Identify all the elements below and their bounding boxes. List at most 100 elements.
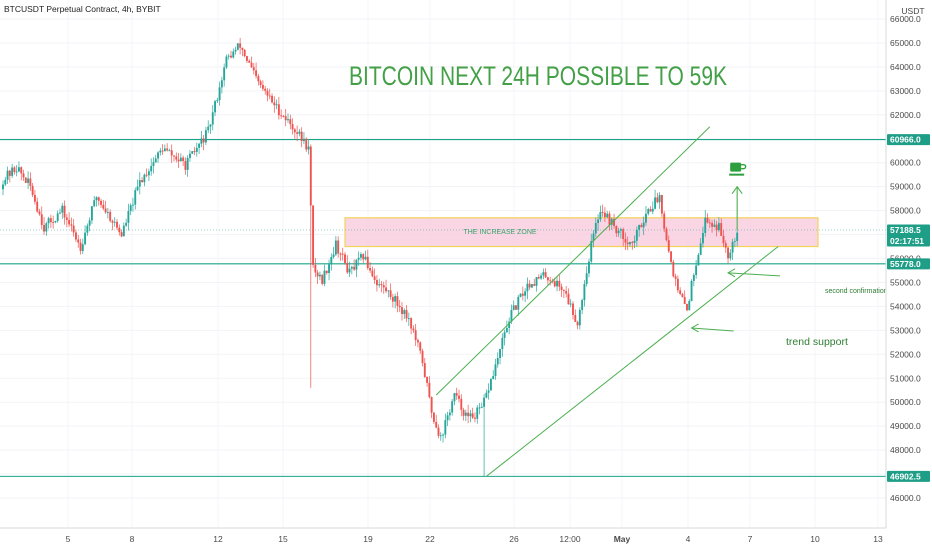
candle bbox=[148, 171, 150, 175]
candle bbox=[647, 209, 649, 214]
candle bbox=[216, 100, 218, 101]
level-tag-46902: 46902.5 bbox=[890, 471, 921, 481]
candle bbox=[196, 148, 198, 152]
candle bbox=[472, 413, 474, 417]
candle bbox=[645, 214, 647, 223]
price-tick-label: 52000.0 bbox=[890, 349, 921, 359]
candle bbox=[326, 271, 328, 273]
candle bbox=[285, 116, 287, 120]
price-tick-label: 63000.0 bbox=[890, 86, 921, 96]
candle bbox=[212, 112, 214, 124]
candle bbox=[732, 242, 734, 253]
candle bbox=[392, 297, 394, 302]
coffee-cup-saucer bbox=[729, 174, 744, 176]
candle bbox=[159, 151, 161, 153]
candle bbox=[520, 294, 522, 297]
candle bbox=[34, 195, 36, 202]
candle bbox=[287, 119, 289, 120]
candle bbox=[264, 89, 266, 91]
candle bbox=[139, 180, 141, 187]
candle bbox=[337, 241, 339, 254]
time-tick-label: 12:00 bbox=[559, 534, 581, 544]
candle bbox=[488, 391, 490, 393]
time-tick-label: May bbox=[614, 534, 631, 544]
candle bbox=[255, 70, 257, 76]
candle bbox=[554, 281, 556, 286]
candle bbox=[693, 275, 695, 281]
candle bbox=[134, 190, 136, 205]
candle bbox=[522, 294, 524, 296]
candle bbox=[173, 155, 175, 156]
candle bbox=[257, 76, 259, 81]
candle bbox=[305, 139, 307, 150]
candle bbox=[109, 212, 111, 221]
candle bbox=[13, 167, 15, 172]
candle bbox=[481, 407, 483, 408]
candle bbox=[672, 262, 674, 276]
candle bbox=[105, 209, 107, 213]
candle bbox=[298, 132, 300, 134]
candle bbox=[663, 214, 665, 229]
candle bbox=[294, 129, 296, 132]
candle bbox=[684, 297, 686, 304]
candle bbox=[54, 221, 56, 222]
candle bbox=[269, 96, 271, 97]
candle bbox=[178, 160, 180, 162]
candle bbox=[25, 177, 27, 183]
candle bbox=[597, 220, 599, 224]
candle bbox=[736, 233, 738, 241]
candle bbox=[280, 115, 282, 116]
candle bbox=[681, 294, 683, 297]
candle bbox=[624, 239, 626, 243]
candle bbox=[121, 232, 123, 236]
candle bbox=[239, 43, 241, 47]
candle bbox=[501, 338, 503, 349]
price-tick-label: 66000.0 bbox=[890, 14, 921, 24]
candle bbox=[707, 218, 709, 223]
candle bbox=[41, 214, 43, 225]
price-tick-label: 48000.0 bbox=[890, 445, 921, 455]
candle bbox=[330, 257, 332, 264]
candle bbox=[622, 229, 624, 239]
candle bbox=[20, 167, 22, 173]
candle bbox=[506, 328, 508, 332]
candle bbox=[342, 254, 344, 255]
candle bbox=[164, 149, 166, 152]
time-tick-label: 19 bbox=[363, 534, 373, 544]
candle bbox=[116, 222, 118, 228]
price-tick-label: 50000.0 bbox=[890, 397, 921, 407]
candle bbox=[447, 415, 449, 420]
candle bbox=[353, 267, 355, 270]
candle bbox=[422, 351, 424, 363]
candle bbox=[542, 272, 544, 275]
candle bbox=[390, 290, 392, 297]
candle bbox=[536, 277, 538, 286]
price-tick-label: 51000.0 bbox=[890, 373, 921, 383]
candle bbox=[89, 220, 91, 225]
candle bbox=[652, 209, 654, 212]
candle bbox=[198, 144, 200, 148]
candle bbox=[11, 167, 13, 175]
candle bbox=[403, 310, 405, 314]
candle bbox=[339, 254, 341, 255]
candle bbox=[513, 305, 515, 310]
trendlines bbox=[436, 127, 778, 477]
candle bbox=[66, 217, 68, 219]
candle bbox=[29, 178, 31, 185]
candle bbox=[497, 358, 499, 364]
time-tick-label: 10 bbox=[810, 534, 820, 544]
candle bbox=[374, 276, 376, 280]
candle bbox=[52, 222, 54, 223]
candle bbox=[460, 399, 462, 410]
candle bbox=[228, 56, 230, 57]
candle bbox=[415, 330, 417, 340]
candle bbox=[629, 242, 631, 244]
candle bbox=[725, 243, 727, 247]
candle bbox=[549, 280, 551, 281]
candle bbox=[175, 156, 177, 159]
candle bbox=[634, 241, 636, 243]
candle bbox=[490, 379, 492, 390]
candle bbox=[98, 197, 100, 201]
